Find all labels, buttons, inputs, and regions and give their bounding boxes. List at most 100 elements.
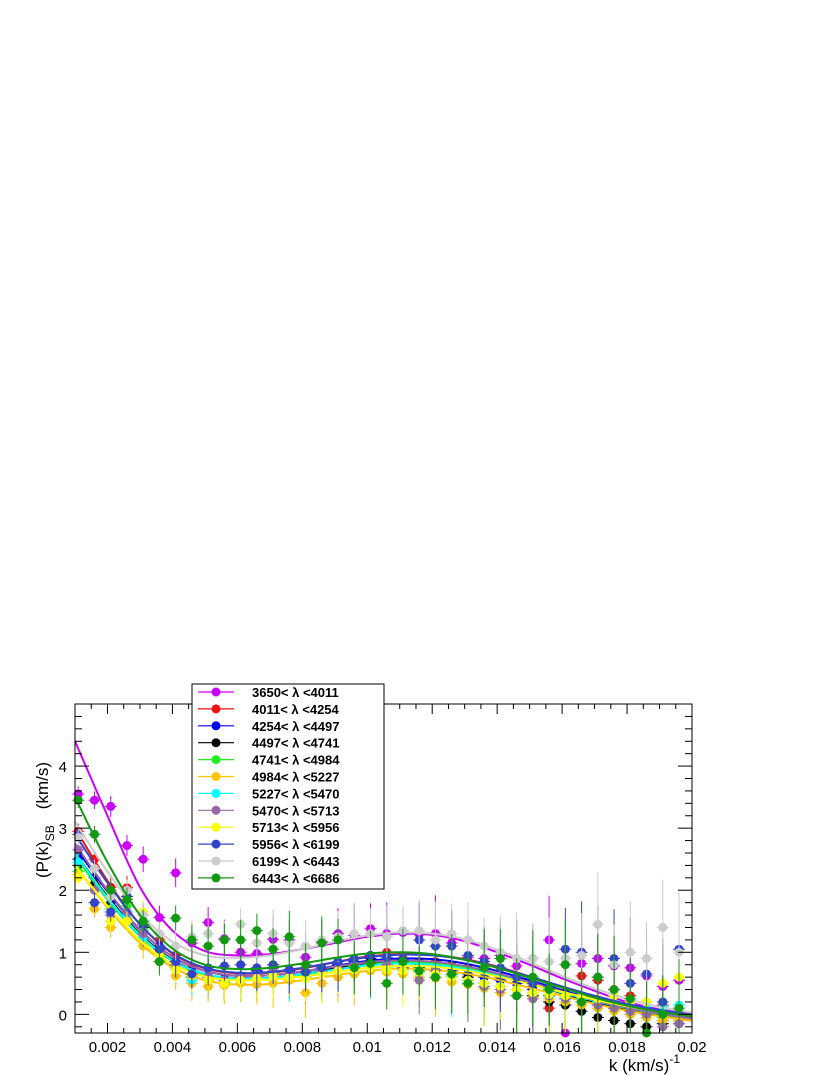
data-point: [577, 950, 587, 960]
data-point: [560, 960, 570, 970]
x-tick-label: 0.006: [219, 1039, 257, 1056]
x-axis-label: k (km/s)-1: [609, 1052, 680, 1075]
data-point: [349, 929, 359, 939]
data-point: [122, 841, 132, 851]
data-point: [642, 954, 652, 964]
legend-marker: [211, 755, 221, 765]
legend-entry: 4254< λ <4497: [198, 719, 339, 734]
legend-entry: 3650< λ <4011: [198, 685, 339, 700]
data-point: [674, 1003, 684, 1013]
legend-marker: [211, 822, 221, 832]
data-point: [382, 932, 392, 942]
data-point: [463, 978, 473, 988]
data-point: [609, 985, 619, 995]
x-tick-label: 0.004: [154, 1039, 192, 1056]
data-point: [89, 829, 99, 839]
series-12: [72, 792, 693, 1038]
legend-entry: 4011< λ <4254: [198, 702, 340, 717]
data-point: [625, 947, 635, 957]
data-point: [106, 885, 116, 895]
data-point: [593, 919, 603, 929]
data-point: [122, 916, 132, 926]
legend-entry: 6199< λ <6443: [198, 854, 339, 869]
legend-marker: [211, 704, 221, 714]
legend-marker: [211, 687, 221, 697]
data-point: [284, 932, 294, 942]
x-tick-label: 0.018: [608, 1039, 646, 1056]
data-point: [284, 965, 294, 975]
data-point: [430, 972, 440, 982]
data-point: [187, 935, 197, 945]
data-point: [73, 857, 83, 867]
legend: 3650< λ <4011 4011< λ <4254 4254< λ <4497 4…: [191, 683, 385, 890]
y-axis-label: (P(k)SB(km/s): [33, 762, 57, 878]
legend-label: 6443< λ <6686: [252, 871, 339, 886]
y-tick-label: 0: [59, 1007, 67, 1024]
data-point: [349, 963, 359, 973]
y-tick-label: 3: [59, 821, 67, 838]
data-point: [479, 963, 489, 973]
data-point: [268, 944, 278, 954]
data-point: [658, 922, 668, 932]
data-point: [658, 1009, 668, 1019]
legend-label: 5227< λ <5470: [252, 786, 339, 801]
data-point: [89, 864, 99, 873]
data-point: [219, 978, 229, 988]
legend-label: 5956< λ <6199: [252, 837, 339, 852]
data-point: [171, 957, 181, 967]
data-point: [430, 935, 440, 945]
data-point: [414, 966, 424, 976]
legend-marker: [211, 805, 221, 815]
legend-label: 6199< λ <6443: [252, 854, 339, 869]
x-tick-label: 0.016: [543, 1039, 581, 1056]
data-point: [463, 935, 473, 945]
data-point: [236, 935, 246, 945]
data-point: [528, 972, 538, 982]
data-point: [252, 926, 262, 936]
data-point: [171, 913, 181, 923]
y-tick-label: 2: [59, 883, 67, 900]
x-tick-label: 0.014: [478, 1039, 516, 1056]
legend-marker: [211, 856, 221, 866]
data-point: [414, 926, 424, 936]
legend-entry: 5713< λ <5956: [198, 820, 339, 835]
data-point: [593, 972, 603, 982]
legend-label: 4984< λ <5227: [252, 770, 339, 785]
legend-entry: 5470< λ <5713: [198, 803, 339, 818]
data-point: [577, 997, 587, 1007]
data-point: [236, 960, 246, 970]
data-point: [544, 985, 554, 995]
legend-entry: 4741< λ <4984: [198, 753, 340, 768]
x-tick-label: 0.02: [677, 1039, 706, 1056]
data-point: [89, 795, 99, 805]
legend-marker: [211, 873, 221, 883]
data-point: [106, 907, 116, 917]
y-axis: 0 1 2 3 4: [59, 703, 692, 1028]
data-point: [138, 916, 148, 926]
y-tick-label: 4: [59, 759, 67, 776]
data-point: [382, 978, 392, 988]
legend-box: [191, 683, 385, 890]
data-point: [73, 832, 83, 842]
x-tick-label: 0.002: [89, 1039, 127, 1056]
plot-area: [72, 740, 693, 1038]
x-tick-label: 0.008: [284, 1039, 322, 1056]
legend-label: 4497< λ <4741: [252, 736, 339, 751]
data-point: [625, 994, 635, 1004]
data-point: [122, 895, 132, 905]
legend-label: 4254< λ <4497: [252, 719, 339, 734]
legend-label: 4011< λ <4254: [252, 702, 340, 717]
x-tick-label: 0.01: [353, 1039, 382, 1056]
data-point: [106, 801, 116, 811]
data-point: [89, 898, 99, 908]
legend-entry: 5956< λ <6199: [198, 837, 339, 852]
data-point: [301, 960, 311, 970]
data-point: [154, 957, 164, 967]
legend-label: 5470< λ <5713: [252, 803, 339, 818]
data-point: [333, 935, 343, 945]
x-tick-label: 0.012: [413, 1039, 451, 1056]
data-point: [73, 845, 83, 855]
data-point: [73, 795, 83, 805]
data-point: [447, 929, 457, 939]
